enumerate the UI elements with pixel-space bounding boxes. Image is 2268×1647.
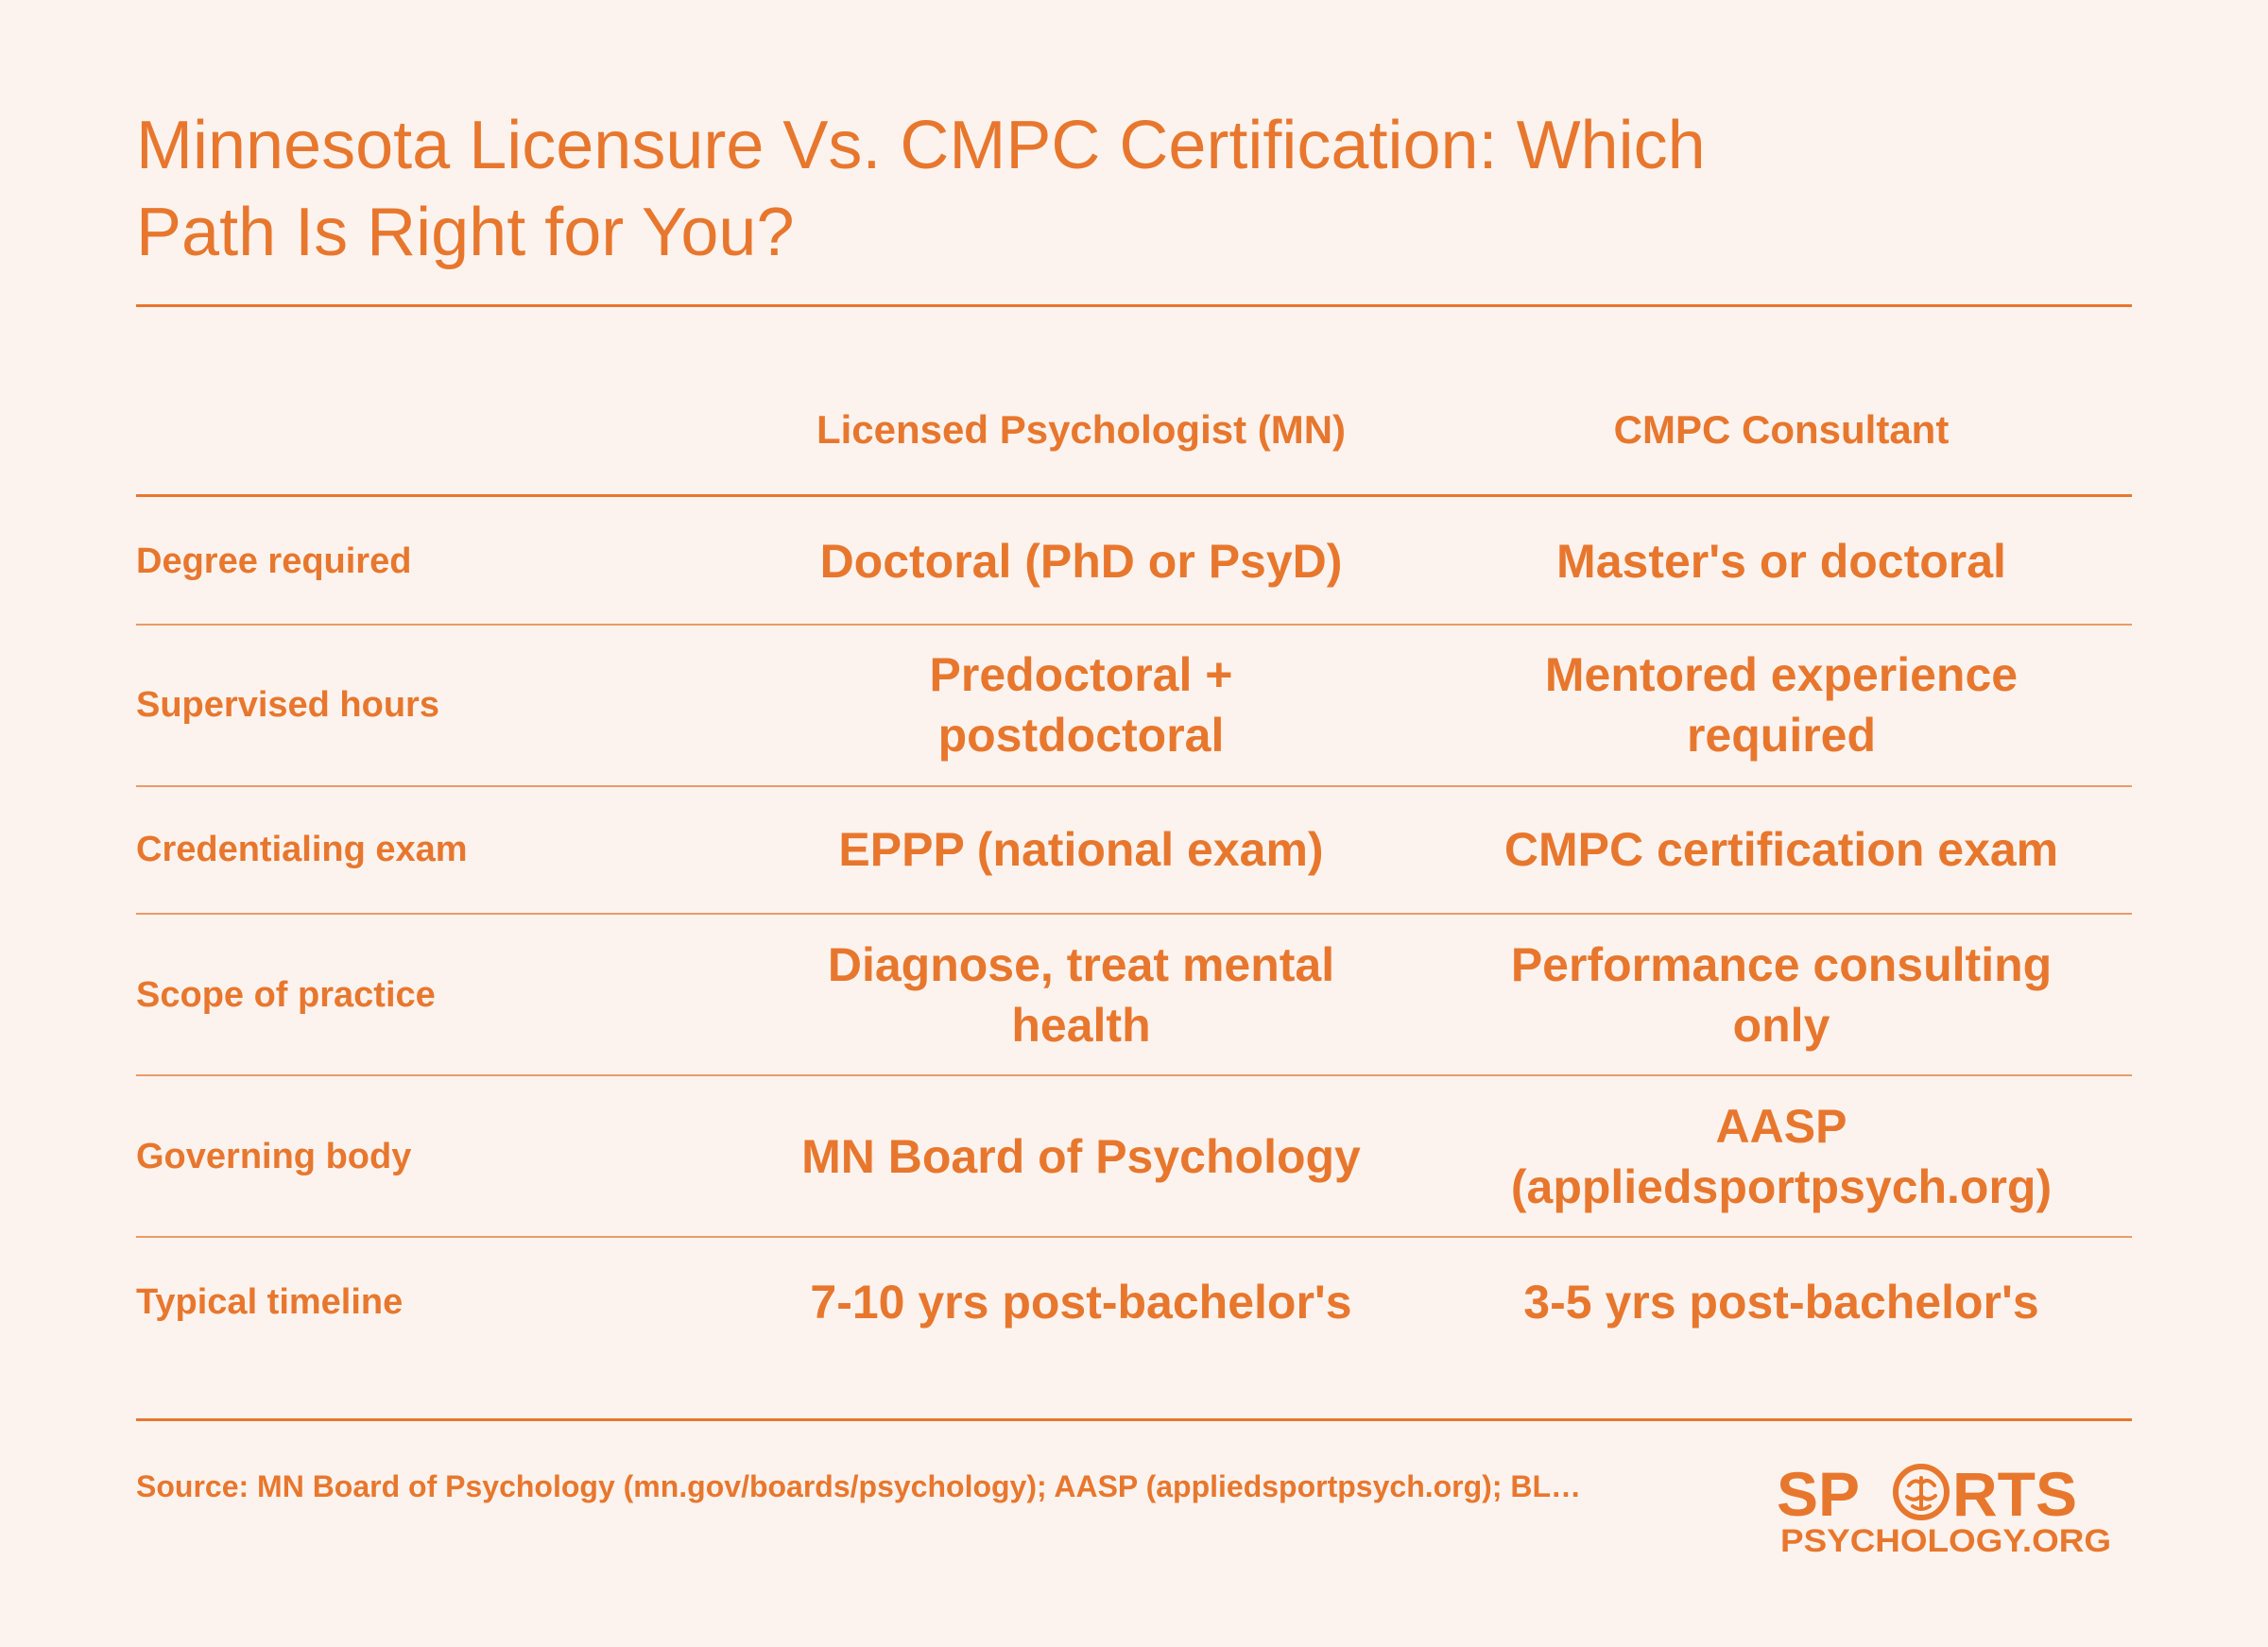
row-divider: [136, 913, 2132, 915]
cell-body-licensed: MN Board of Psychology: [801, 1130, 1361, 1183]
row-label-supervised-hours: Supervised hours: [136, 685, 439, 725]
column-header-cmpc-consultant: CMPC Consultant: [1613, 407, 1950, 452]
cell-exam-cmpc: CMPC certification exam: [1503, 823, 2059, 876]
title-divider: [136, 304, 2132, 307]
cell-timeline-licensed: 7-10 yrs post-bachelor's: [810, 1276, 1352, 1329]
row-label-governing-body: Governing body: [136, 1137, 412, 1176]
logo-text-left: SP: [1777, 1459, 1860, 1529]
footer-divider: [136, 1418, 2132, 1421]
page-title: Minnesota Licensure Vs. CMPC Certificati…: [136, 108, 1706, 270]
cell-scope-cmpc: Performance consulting only: [1510, 938, 2053, 1052]
row-label-credentialing-exam: Credentialing exam: [136, 830, 468, 869]
cell-hours-licensed: Predoctoral + postdoctoral: [929, 648, 1233, 762]
cell-scope-licensed: Diagnose, treat mental health: [827, 938, 1335, 1052]
row-divider: [136, 1236, 2132, 1238]
cell-degree-licensed: Doctoral (PhD or PsyD): [819, 535, 1343, 588]
cell-exam-licensed: EPPP (national exam): [838, 823, 1324, 876]
cell-timeline-cmpc: 3-5 yrs post-bachelor's: [1523, 1276, 2039, 1329]
row-divider: [136, 624, 2132, 626]
cell-hours-cmpc: Mentored experience required: [1544, 648, 2019, 762]
column-header-licensed-psychologist: Licensed Psychologist (MN): [816, 407, 1347, 452]
logo-text-right: RTS: [1952, 1459, 2077, 1529]
brain-icon: [1893, 1464, 1950, 1520]
logo-tagline: PSYCHOLOGY.ORG: [1780, 1523, 2111, 1559]
header-divider: [136, 494, 2132, 497]
row-label-typical-timeline: Typical timeline: [136, 1282, 404, 1322]
row-label-degree-required: Degree required: [136, 541, 412, 581]
row-label-scope-of-practice: Scope of practice: [136, 975, 436, 1015]
row-divider: [136, 785, 2132, 787]
cell-degree-cmpc: Master's or doctoral: [1556, 535, 2006, 588]
row-divider: [136, 1074, 2132, 1076]
source-note: Source: MN Board of Psychology (mn.gov/b…: [136, 1469, 1582, 1503]
sports-psychology-logo: SP RTS PSYCHOLOGY.ORG: [1777, 1459, 2111, 1559]
cell-body-cmpc: AASP (appliedsportpsych.org): [1510, 1100, 2053, 1213]
